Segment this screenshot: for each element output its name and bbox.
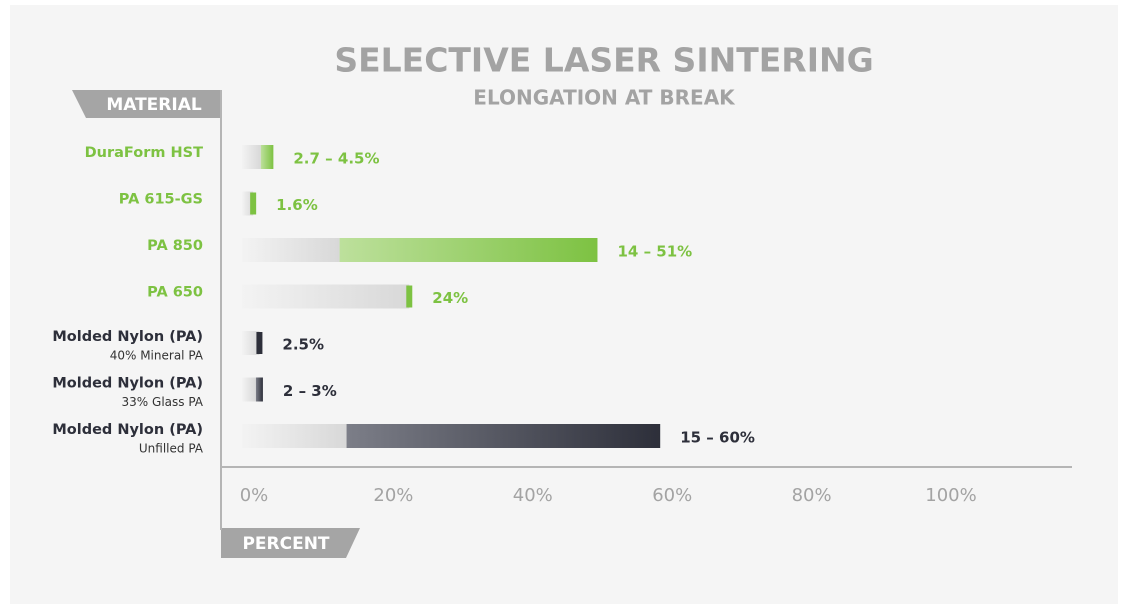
x-tick-label: 40% xyxy=(513,485,553,506)
value-label: 14 – 51% xyxy=(617,243,692,261)
bar xyxy=(406,285,413,308)
fade-bar xyxy=(242,238,340,262)
category-label: DuraForm HST xyxy=(85,145,203,161)
fade-bar xyxy=(242,377,256,402)
category-label: PA 615-GS xyxy=(119,192,203,208)
category-note: 33% Glass PA xyxy=(122,395,204,409)
x-axis-label: PERCENT xyxy=(242,534,329,554)
chart-title: SELECTIVE LASER SINTERING xyxy=(334,41,873,80)
category-label: PA 650 xyxy=(147,285,203,301)
x-tick-label: 0% xyxy=(240,485,269,506)
value-label: 2 – 3% xyxy=(283,382,337,400)
x-tick-label: 60% xyxy=(652,485,692,506)
bar xyxy=(260,145,274,169)
category-label: Molded Nylon (PA) xyxy=(52,422,203,438)
x-tick-label: 80% xyxy=(792,485,832,506)
fade-bar xyxy=(242,424,347,448)
value-label: 2.5% xyxy=(282,336,324,354)
x-tick-label: 20% xyxy=(373,485,413,506)
x-tick-label: 100% xyxy=(925,485,976,506)
y-axis-tab xyxy=(72,90,221,118)
fade-bar xyxy=(242,331,260,355)
value-label: 2.7 – 4.5% xyxy=(293,150,379,168)
bar xyxy=(346,424,661,448)
bar xyxy=(250,192,257,215)
category-note: 40% Mineral PA xyxy=(110,349,204,363)
category-label: PA 850 xyxy=(147,238,203,254)
bar xyxy=(255,377,263,402)
fade-bar xyxy=(242,191,254,216)
category-label: Molded Nylon (PA) xyxy=(52,376,203,392)
bar xyxy=(256,332,263,354)
fade-bar xyxy=(242,284,410,309)
y-axis-label: MATERIAL xyxy=(106,95,202,115)
value-label: 15 – 60% xyxy=(680,429,755,447)
fade-bar xyxy=(242,145,261,169)
category-note: Unfilled PA xyxy=(139,442,204,456)
x-axis-tab xyxy=(221,528,360,558)
value-label: 24% xyxy=(432,289,468,307)
chart-subtitle: ELONGATION AT BREAK xyxy=(473,86,736,110)
value-label: 1.6% xyxy=(276,196,318,214)
category-label: Molded Nylon (PA) xyxy=(52,329,203,345)
bar xyxy=(339,238,598,262)
